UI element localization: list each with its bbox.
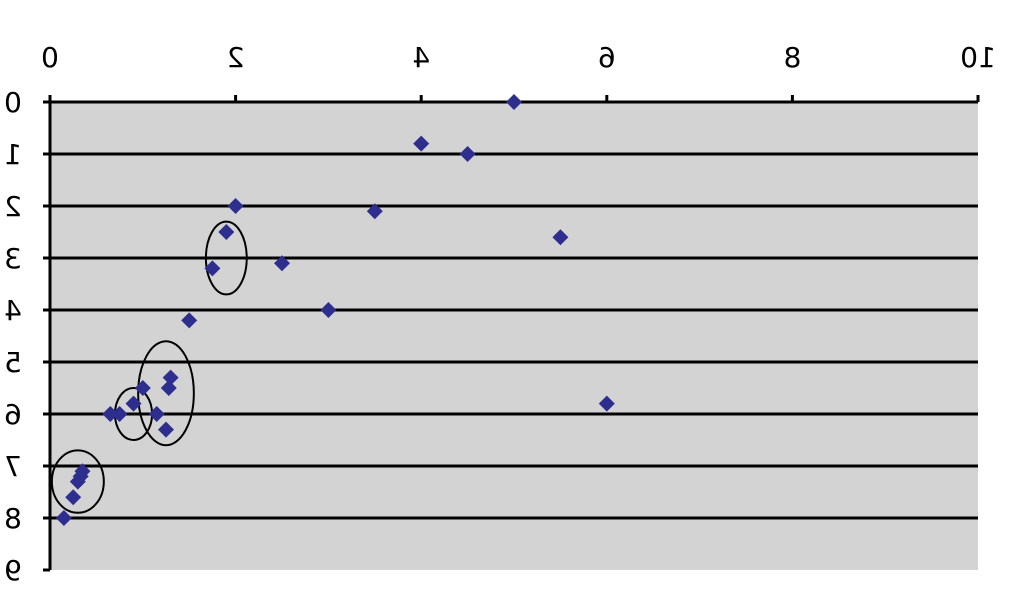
y-tick-label: 2 — [4, 190, 22, 223]
y-tick-label: 7 — [4, 450, 22, 483]
data-point — [111, 406, 128, 422]
annotation-ellipse — [50, 449, 105, 514]
y-tick-label: 3 — [4, 242, 22, 275]
data-point — [274, 255, 290, 272]
x-tick-label: 8 — [783, 41, 801, 74]
data-point — [162, 369, 179, 386]
annotation-ellipse — [204, 220, 248, 296]
x-tick-label: 6 — [598, 41, 616, 74]
y-tick-label: 1 — [4, 138, 22, 171]
y-tick-label: 4 — [4, 294, 22, 327]
data-point — [65, 489, 82, 506]
data-point — [55, 510, 72, 526]
data-point — [102, 406, 119, 422]
y-tick-label: 6 — [4, 398, 22, 431]
y-tick-label: 8 — [4, 502, 22, 535]
data-point — [125, 395, 142, 412]
data-point — [506, 94, 522, 110]
data-point — [598, 395, 615, 412]
data-point — [69, 473, 86, 490]
x-tick-label: 4 — [412, 41, 430, 74]
data-point — [134, 380, 151, 396]
data-point — [160, 380, 177, 396]
data-point — [218, 224, 235, 240]
data-point — [181, 312, 198, 329]
data-point — [320, 302, 337, 318]
y-tick-label: 9 — [4, 554, 22, 587]
x-tick-label: 10 — [960, 41, 996, 74]
data-point — [459, 146, 476, 162]
data-point — [366, 203, 383, 220]
x-tick-label: 0 — [41, 41, 59, 74]
data-point — [204, 260, 221, 277]
data-point — [227, 198, 244, 214]
y-tick-label: 0 — [4, 86, 22, 119]
y-tick-label: 5 — [4, 346, 22, 379]
data-point — [552, 229, 569, 246]
data-point — [158, 421, 174, 438]
plot-area — [50, 102, 978, 570]
data-point — [413, 135, 430, 152]
data-point — [148, 406, 165, 422]
x-tick-label: 2 — [227, 41, 245, 74]
annotation-ellipse — [137, 340, 195, 447]
